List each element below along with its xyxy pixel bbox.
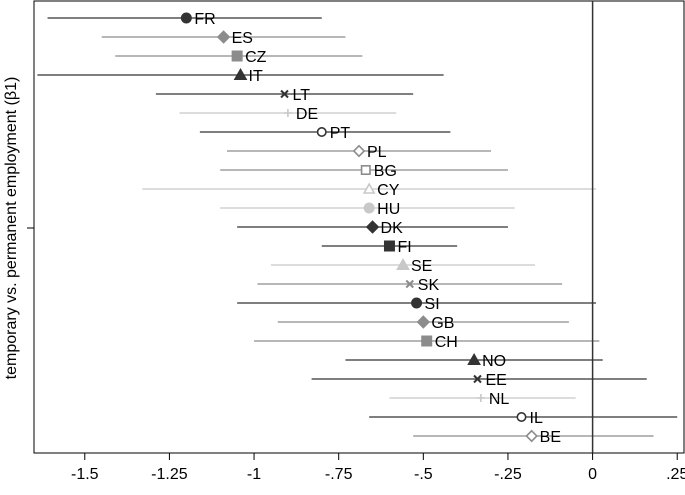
country-label-es: ES [232, 30, 253, 47]
country-label-it: IT [249, 68, 263, 85]
country-label-fi: FI [397, 239, 411, 256]
country-label-ee: EE [485, 372, 506, 389]
marker-it [233, 67, 248, 80]
marker-gb [416, 315, 431, 329]
marker-hu [363, 202, 375, 214]
country-label-ch: CH [435, 334, 458, 351]
marker-fr [180, 12, 192, 24]
country-label-pl: PL [367, 144, 387, 161]
marker-cz [231, 50, 243, 62]
country-label-dk: DK [381, 220, 404, 237]
country-label-cz: CZ [245, 49, 267, 66]
country-label-nl: NL [489, 391, 510, 408]
country-label-pt: PT [330, 125, 351, 142]
x-tick-label: -1 [247, 466, 261, 483]
country-label-se: SE [411, 258, 432, 275]
country-label-gb: GB [431, 315, 454, 332]
marker-es [216, 30, 231, 44]
x-axis: -1.5 -1.25 -1 -.75 -.5 -.25 0 .25 [71, 453, 685, 483]
x-tick-label: -1.25 [151, 466, 188, 483]
country-label-si: SI [425, 296, 440, 313]
x-tick-label: -1.5 [71, 466, 99, 483]
marker-dk [365, 220, 380, 234]
marker-nl [476, 394, 485, 402]
marker-il [516, 411, 527, 422]
marker-sk [405, 279, 414, 289]
country-label-be: BE [540, 429, 561, 446]
country-label-bg: BG [374, 163, 397, 180]
marker-ee [473, 374, 482, 384]
y-axis-label: temporary vs. permanent employment (β1) [3, 77, 20, 380]
x-tick-label: .25 [666, 466, 685, 483]
country-label-hu: HU [377, 201, 400, 218]
marker-be [525, 429, 538, 443]
marker-se [396, 257, 410, 270]
x-tick-label: 0 [588, 466, 597, 483]
country-label-sk: SK [418, 277, 440, 294]
marker-de [283, 109, 292, 117]
marker-pt [316, 127, 327, 138]
country-label-de: DE [296, 106, 318, 123]
x-tick-label: -.25 [494, 466, 522, 483]
x-tick-label: -.5 [414, 466, 433, 483]
country-label-no: NO [482, 353, 506, 370]
estimate-markers [180, 12, 538, 443]
country-label-fr: FR [194, 11, 215, 28]
marker-no [467, 352, 481, 365]
country-label-lt: LT [293, 87, 311, 104]
marker-ch [421, 335, 433, 347]
marker-pl [352, 144, 366, 158]
marker-lt [280, 89, 289, 99]
country-label-cy: CY [377, 182, 400, 199]
marker-cy [362, 182, 376, 194]
marker-bg [360, 165, 371, 176]
country-label-il: IL [530, 410, 543, 427]
x-tick-label: -.75 [325, 466, 353, 483]
marker-fi [383, 240, 395, 252]
marker-si [411, 297, 423, 309]
